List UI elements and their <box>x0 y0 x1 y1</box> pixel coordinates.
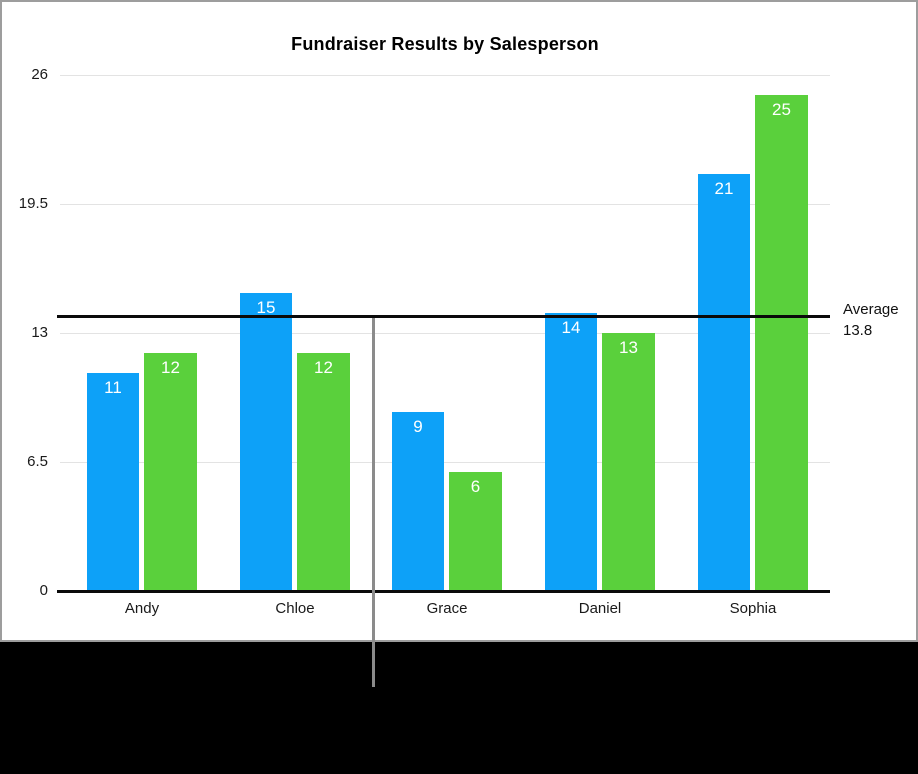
bar-blue-daniel: 14 <box>545 313 597 591</box>
y-axis-tick-label: 6.5 <box>27 453 48 470</box>
bar-value-label: 12 <box>161 358 180 377</box>
y-axis-tick-label: 19.5 <box>18 195 48 212</box>
y-axis-tick-label: 0 <box>39 582 48 599</box>
bar-green-andy: 12 <box>144 353 197 591</box>
x-axis-baseline <box>57 590 830 593</box>
gridline <box>60 462 830 463</box>
x-axis-category-label: Sophia <box>729 600 777 617</box>
y-axis-tick-label: 26 <box>31 66 48 83</box>
bar-value-label: 21 <box>714 179 734 198</box>
bar-value-label: 6 <box>470 477 481 496</box>
bar-value-label: 25 <box>772 100 791 119</box>
x-axis-category-label: Andy <box>124 600 160 617</box>
bar-blue-grace: 9 <box>392 412 444 591</box>
callout-pointer-line <box>372 318 375 687</box>
bar-blue-sophia: 21 <box>698 174 750 591</box>
bar-value-label: 15 <box>256 298 276 317</box>
bar-value-label: 12 <box>314 358 333 377</box>
bar-value-label: 14 <box>561 318 581 337</box>
y-axis-tick-label: 13 <box>31 324 48 341</box>
x-axis-category-label: Daniel <box>578 600 622 617</box>
average-line-label: Average 13.8 <box>843 299 899 341</box>
average-label-text: Average <box>843 301 899 318</box>
average-reference-line <box>57 315 830 318</box>
bar-value-label: 9 <box>413 417 423 436</box>
average-value-text: 13.8 <box>843 322 873 339</box>
x-axis-category-label: Grace <box>426 600 468 617</box>
gridline <box>60 75 830 76</box>
bar-green-sophia: 25 <box>755 95 808 591</box>
bar-green-daniel: 13 <box>602 333 655 591</box>
x-axis-category-label: Chloe <box>275 600 315 617</box>
gridline <box>60 204 830 205</box>
bar-green-chloe: 12 <box>297 353 350 591</box>
bar-blue-andy: 11 <box>87 373 139 591</box>
gridline <box>60 333 830 334</box>
bar-value-label: 13 <box>619 338 638 357</box>
bar-value-label: 11 <box>104 378 122 397</box>
chart-title: Fundraiser Results by Salesperson <box>291 34 599 54</box>
cropped-background-band <box>0 642 918 774</box>
bar-blue-chloe: 15 <box>240 293 292 591</box>
bar-green-grace: 6 <box>449 472 502 591</box>
